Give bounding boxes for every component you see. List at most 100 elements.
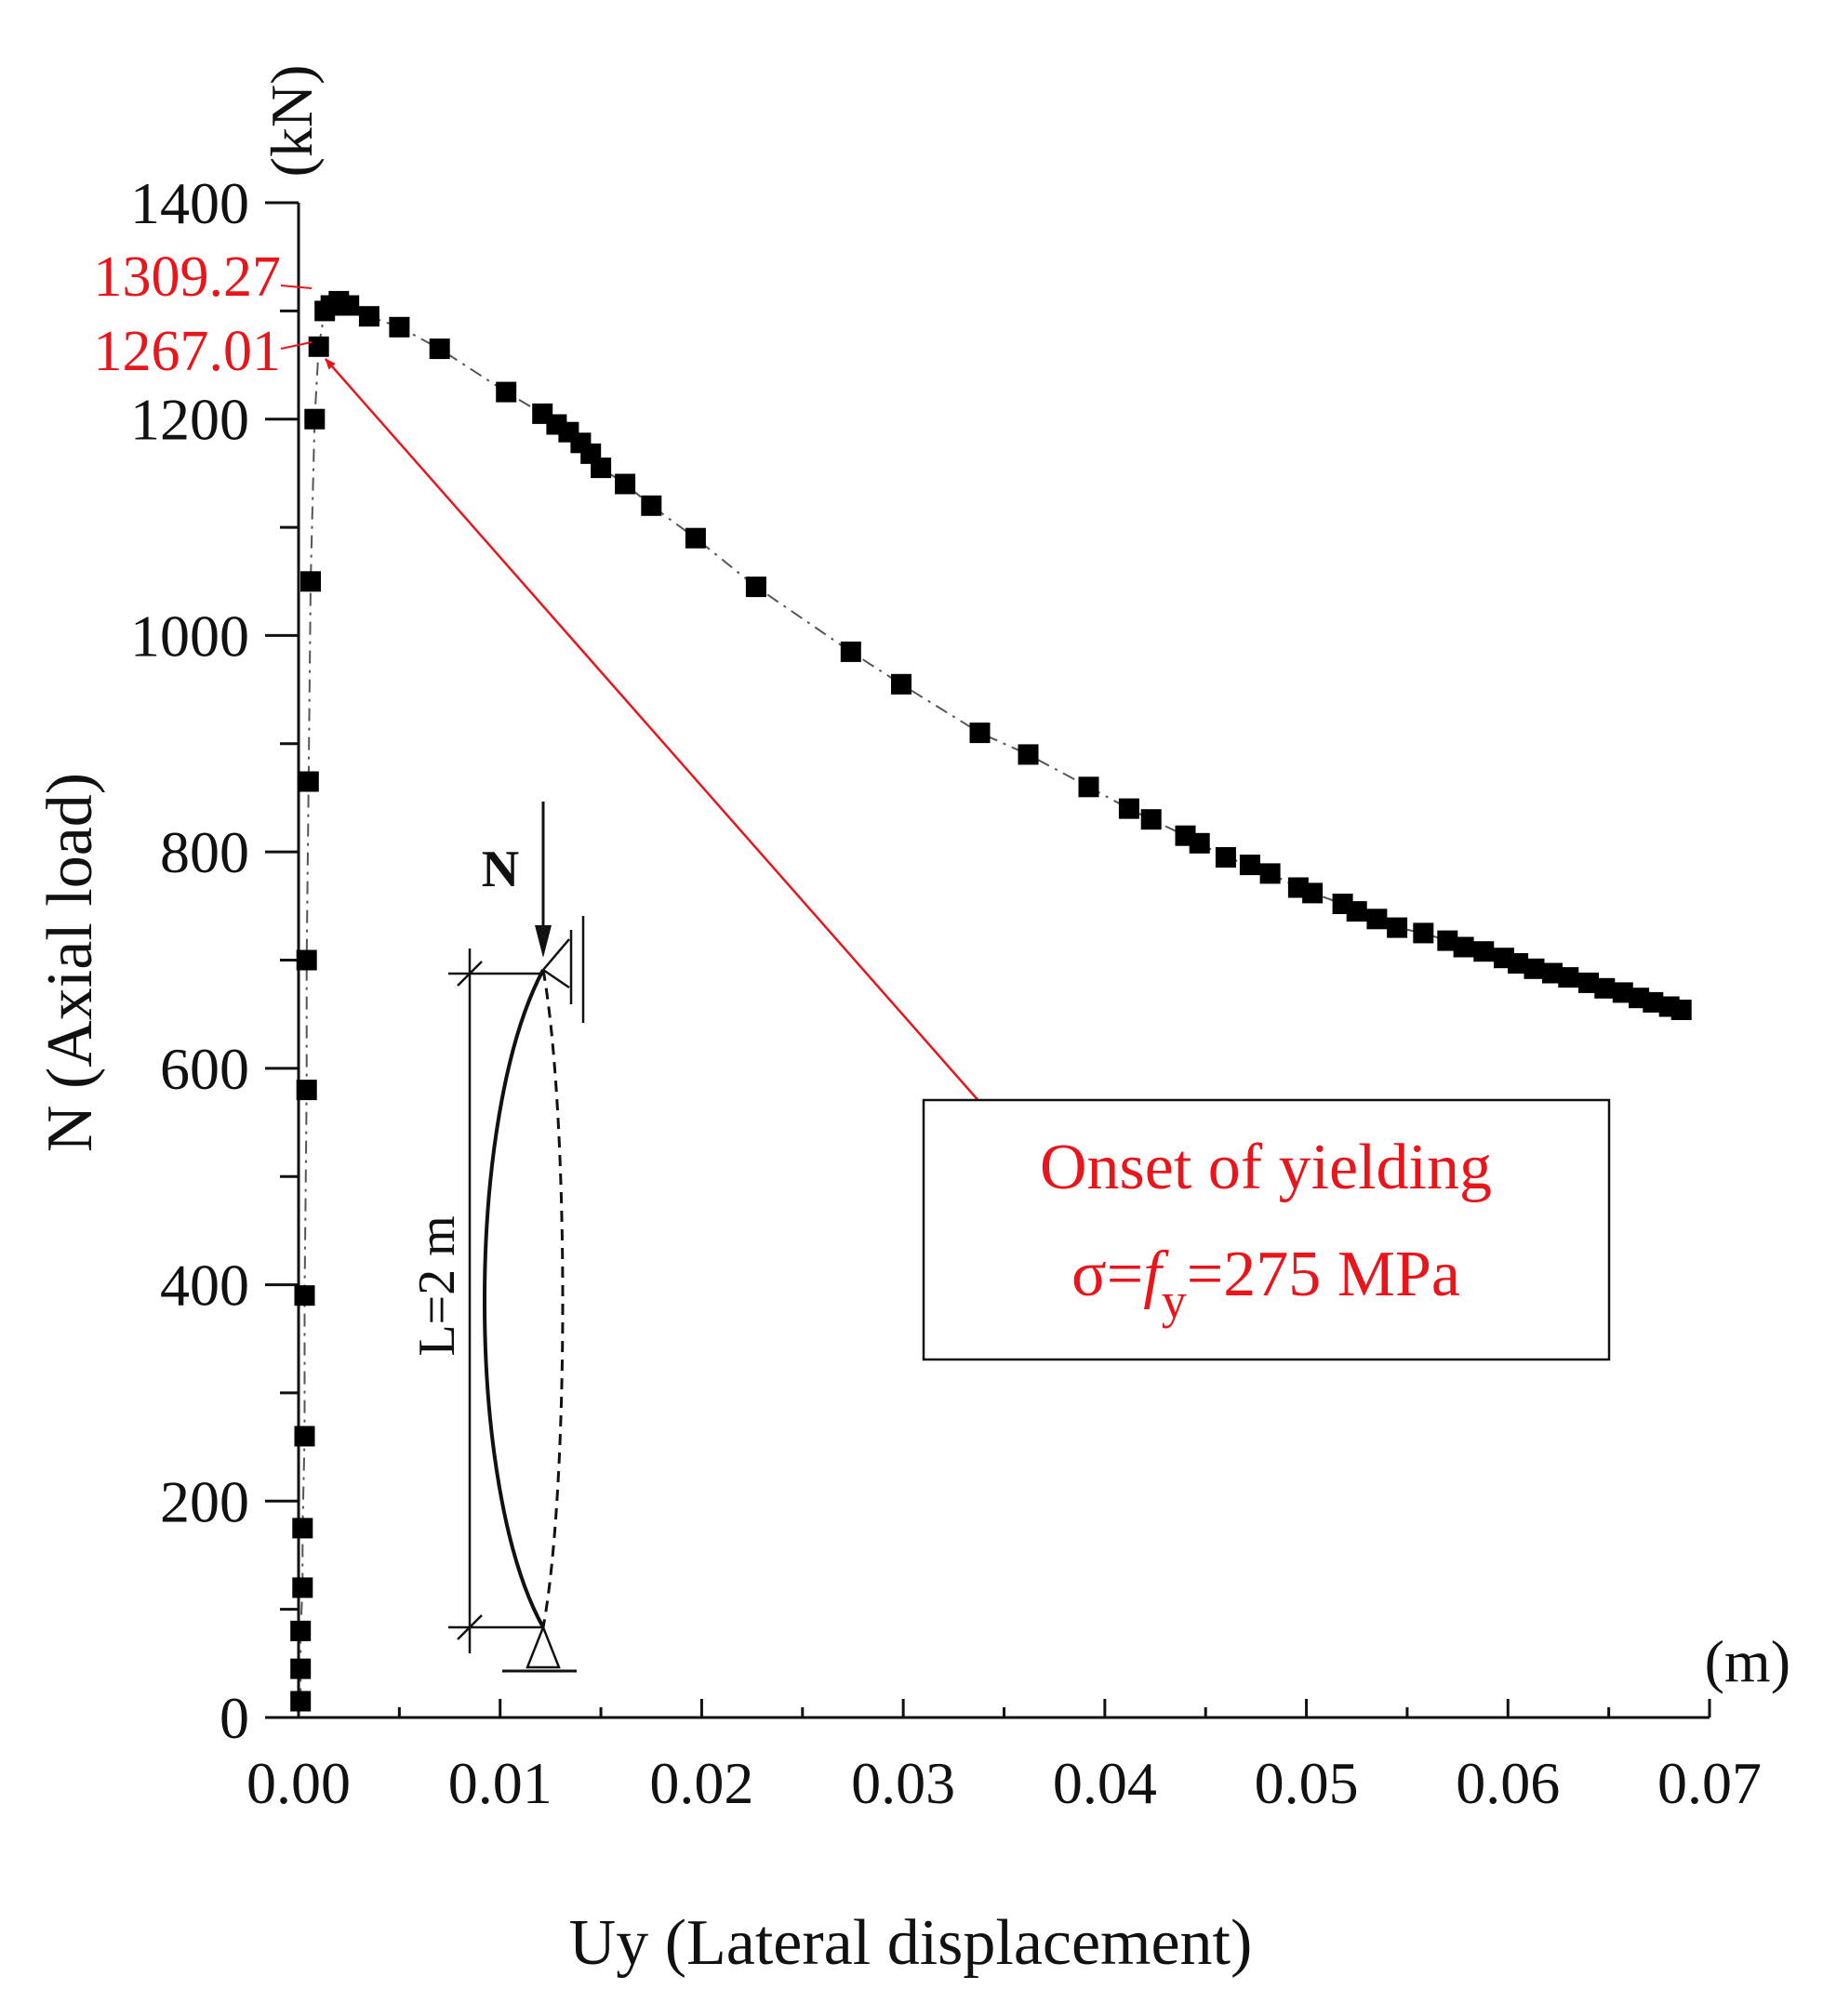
data-point: [300, 571, 321, 592]
yield-leader-line: [280, 341, 313, 350]
y-tick-label: 0: [220, 1685, 249, 1751]
data-point: [308, 336, 329, 357]
data-point: [1259, 863, 1281, 884]
dimension-bottom-tick: [457, 1614, 483, 1640]
x-tick-label: 0.02: [649, 1750, 753, 1816]
dimension-top-tick: [457, 961, 483, 987]
inset-length-label: L=2 m: [408, 1215, 466, 1356]
data-point: [1670, 1000, 1692, 1020]
data-point: [591, 458, 612, 479]
data-point: [1078, 776, 1099, 798]
data-point: [1578, 972, 1599, 993]
peak-leader-line: [280, 285, 313, 289]
original-column-dashed: [541, 969, 565, 1628]
data-point: [1118, 798, 1139, 819]
data-point: [1302, 882, 1324, 904]
x-axis-unit: (m): [1705, 1628, 1790, 1694]
data-point: [1346, 901, 1367, 922]
data-point: [1215, 847, 1236, 868]
data-point: [290, 1658, 312, 1679]
note-box-frame: [922, 1098, 1611, 1361]
yield-pointer-arrow: [325, 358, 982, 1105]
data-point: [1189, 832, 1210, 854]
data-point: [1524, 958, 1545, 979]
y-tick-label: 600: [160, 1036, 249, 1102]
load-arrow-head: [535, 925, 552, 958]
data-point: [304, 408, 326, 430]
series-markers: [290, 290, 1692, 1712]
data-point: [429, 338, 450, 360]
note-sub-y: y: [1162, 1273, 1187, 1329]
column-schematic: N L=2 m: [408, 802, 585, 1673]
peak-annotation: 1309.27: [94, 245, 313, 309]
peak-value-label: 1309.27: [94, 245, 282, 309]
data-point: [969, 723, 991, 744]
data-point: [389, 316, 410, 338]
data-point: [1612, 982, 1633, 1003]
x-tick-label: 0.07: [1657, 1750, 1762, 1816]
data-point: [840, 641, 861, 662]
yield-note-box: Onset of yielding σ=fy=275 MPa: [922, 1098, 1611, 1361]
note-suffix: =275 MPa: [1187, 1239, 1460, 1310]
data-point: [1453, 936, 1474, 958]
data-point: [615, 473, 636, 495]
data-point: [685, 527, 706, 549]
y-axis-title: N (Axial load): [34, 773, 106, 1152]
data-point: [294, 1426, 315, 1447]
y-tick-label: 1400: [130, 170, 249, 236]
y-tick-label: 1200: [130, 387, 249, 453]
y-axis-unit: (kN): [259, 65, 325, 178]
y-ticks: 0 200 400 600 800 1000 1200 1400: [130, 170, 299, 1751]
y-tick-label: 400: [160, 1253, 249, 1319]
x-tick-label: 0.03: [851, 1750, 955, 1816]
data-point: [298, 771, 319, 792]
data-point: [292, 1518, 313, 1539]
data-point: [1643, 991, 1664, 1013]
data-point: [1140, 809, 1162, 830]
pin-support-triangle: [526, 1624, 561, 1669]
data-point: [1387, 917, 1408, 938]
plot-area: [290, 290, 1692, 1712]
data-point: [296, 1080, 317, 1101]
data-point: [292, 1577, 313, 1598]
data-point: [1413, 922, 1434, 944]
x-tick-label: 0.04: [1053, 1750, 1157, 1816]
data-point: [358, 306, 379, 327]
y-tick-label: 1000: [130, 603, 249, 669]
data-point: [290, 1691, 312, 1712]
deformed-column-solid: [483, 969, 545, 1628]
x-tick-label: 0.06: [1456, 1750, 1560, 1816]
yield-value-label: 1267.01: [94, 320, 282, 383]
series-line: [299, 299, 1682, 1702]
top-support-brace: [542, 938, 570, 971]
data-point: [1239, 855, 1260, 876]
data-point: [296, 949, 317, 971]
yield-annotation: 1267.01: [94, 320, 313, 383]
inset-load-label: N: [482, 841, 519, 898]
note-line-1: Onset of yielding: [1040, 1132, 1492, 1203]
x-tick-label: 0.05: [1255, 1750, 1359, 1816]
data-point: [1018, 744, 1039, 765]
x-ticks: 0.00 0.01 0.02 0.03 0.04 0.05 0.06 0.07: [246, 1699, 1762, 1816]
data-point: [1508, 953, 1529, 974]
data-point: [1542, 962, 1563, 984]
note-line-2: σ=fy=275 MPa: [1071, 1239, 1460, 1329]
y-tick-label: 200: [160, 1468, 249, 1534]
data-point: [1473, 941, 1495, 962]
data-point: [1558, 967, 1579, 988]
data-point: [641, 495, 662, 516]
x-tick-label: 0.01: [448, 1750, 552, 1816]
y-tick-label: 800: [160, 819, 249, 885]
data-point: [1437, 930, 1458, 951]
note-sigma: σ=: [1071, 1239, 1143, 1310]
data-point: [891, 673, 912, 695]
data-point: [294, 1285, 315, 1306]
data-point: [339, 295, 360, 316]
top-support-brace-2: [542, 968, 570, 989]
x-axis-title: Uy (Lateral displacement): [569, 1907, 1253, 1979]
data-point: [1366, 909, 1388, 930]
data-point: [496, 381, 517, 403]
data-point: [1594, 977, 1616, 999]
data-point: [745, 577, 766, 598]
